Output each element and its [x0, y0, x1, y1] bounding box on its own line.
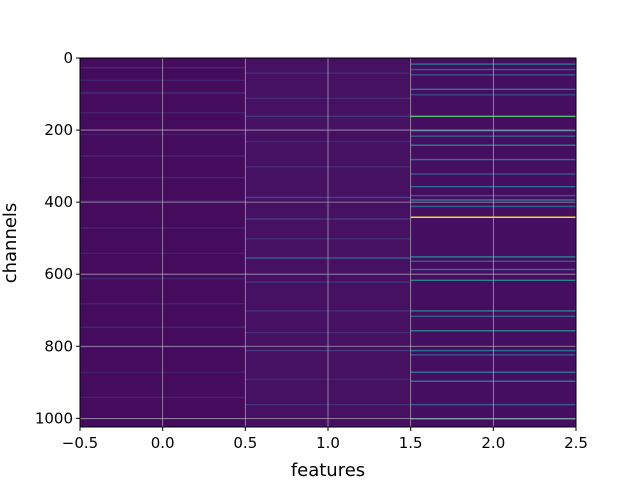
x-tick-label: 0.0 [151, 434, 175, 452]
x-tick-label: 0.5 [233, 434, 257, 452]
y-tick-label: 800 [44, 337, 73, 355]
y-tick-label: 200 [44, 121, 73, 139]
x-axis: −0.5 0.0 0.5 1.0 1.5 2.0 2.5 [62, 427, 588, 452]
y-tick-label: 400 [44, 193, 73, 211]
x-axis-label: features [291, 460, 365, 480]
x-tick-label: 1.5 [399, 434, 423, 452]
y-tick-label: 0 [63, 49, 73, 67]
y-axis: 0 200 400 600 800 1000 [35, 49, 80, 427]
x-tick-label: 1.0 [316, 434, 340, 452]
x-tick-label: 2.0 [481, 434, 505, 452]
x-tick-label: 2.5 [564, 434, 588, 452]
x-tick-label: −0.5 [62, 434, 98, 452]
y-axis-label: channels [0, 203, 21, 284]
y-tick-label: 1000 [35, 409, 73, 427]
y-tick-label: 600 [44, 265, 73, 283]
